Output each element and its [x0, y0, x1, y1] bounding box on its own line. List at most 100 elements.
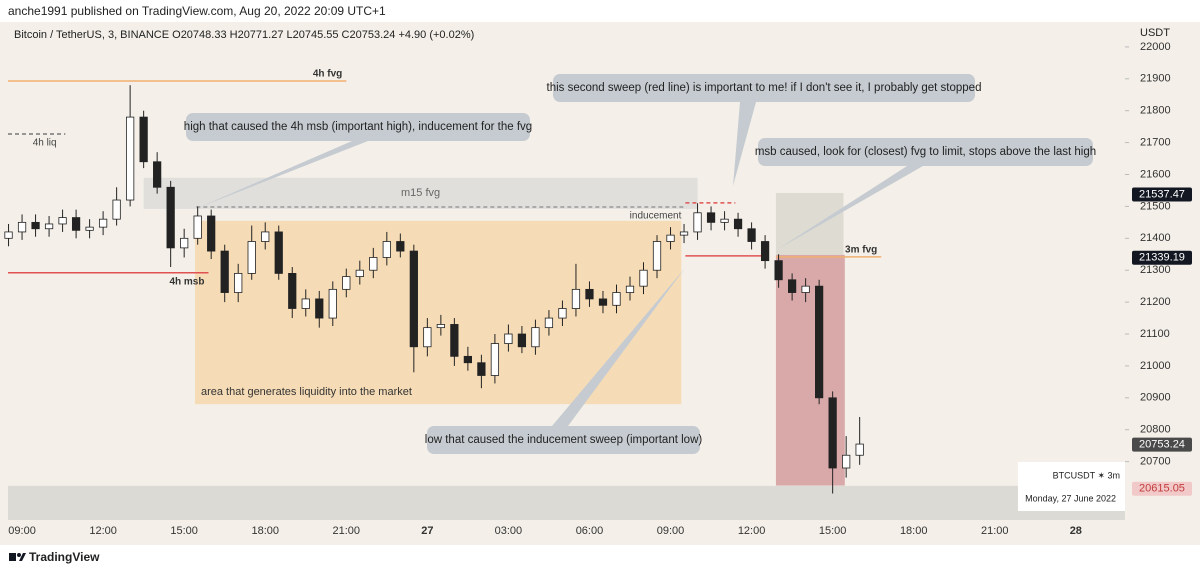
candle: [126, 85, 135, 207]
published-line: anche1991 published on TradingView.com, …: [8, 4, 386, 18]
brand-name: TradingView: [29, 550, 100, 564]
x-tick-label: 18:00: [251, 525, 279, 537]
price-label: 21537.47: [1139, 188, 1185, 200]
candle: [679, 223, 689, 244]
callout-box: [427, 426, 700, 454]
candle-body: [31, 221, 40, 230]
x-tick-label: 27: [421, 525, 433, 537]
candle-body: [679, 231, 689, 236]
candle: [71, 209, 81, 239]
y-tick-label: 20800: [1140, 424, 1171, 436]
candle: [207, 209, 216, 260]
candle-body: [301, 298, 310, 309]
candle: [815, 279, 824, 405]
y-tick-label: 21100: [1140, 328, 1170, 340]
candle-body: [153, 161, 162, 188]
callout-pointer: [778, 166, 923, 249]
candle-body: [531, 327, 540, 348]
price-label: 20753.24: [1139, 439, 1185, 451]
candle-body: [436, 324, 445, 329]
candle: [274, 225, 283, 280]
callout-text: low that caused the inducement sweep (im…: [425, 434, 703, 446]
candle-body: [180, 237, 189, 249]
candle: [180, 228, 189, 258]
candle: [693, 203, 702, 240]
y-tick-label: 21300: [1140, 264, 1171, 276]
price-label-box: [1132, 481, 1192, 496]
x-tick-label: 18:00: [900, 525, 928, 537]
candle: [288, 267, 297, 319]
info-box: [1018, 462, 1125, 511]
candle: [612, 284, 621, 314]
candle: [98, 211, 108, 236]
candle: [747, 222, 756, 250]
candle-body: [342, 276, 351, 290]
candle-body: [409, 250, 418, 348]
callout-pointer: [733, 102, 756, 186]
candle-body: [369, 257, 378, 271]
candle: [450, 318, 459, 366]
x-tick-label: 15:00: [170, 525, 198, 537]
callout-text: high that caused the 4h msb (important h…: [184, 121, 532, 133]
y-tick-label: 21700: [1140, 137, 1171, 149]
candle-body: [463, 355, 472, 364]
info-date: Monday, 27 June 2022: [1025, 493, 1116, 503]
candle: [342, 268, 351, 298]
zone-label: m15 fvg: [401, 187, 440, 199]
x-tick-label: 03:00: [495, 525, 523, 537]
candle-body: [139, 116, 148, 163]
candle: [112, 187, 121, 226]
candle-body: [126, 116, 135, 201]
candle: [44, 215, 54, 237]
candle-body: [274, 231, 283, 274]
candle: [234, 263, 243, 303]
candle-body: [17, 221, 27, 233]
candle-body: [842, 454, 851, 469]
candle-body: [85, 226, 94, 231]
candle-body: [855, 443, 864, 456]
candle-body: [571, 288, 581, 309]
candle: [369, 247, 378, 279]
y-tick-label: 20900: [1140, 392, 1171, 404]
candle-body: [166, 186, 175, 249]
candle: [193, 206, 202, 245]
y-tick-label: 21000: [1140, 360, 1171, 372]
candle-body: [71, 217, 81, 231]
candle-body: [760, 241, 770, 262]
price-label: 20615.05: [1139, 483, 1185, 495]
candle-body: [288, 273, 297, 309]
candle-body: [517, 333, 527, 348]
candle-body: [234, 273, 243, 293]
x-tick-label: 21:00: [333, 525, 361, 537]
candle: [409, 244, 418, 373]
candle: [652, 235, 662, 279]
candle: [801, 278, 810, 303]
candle-body: [706, 212, 716, 223]
level-label: inducement: [630, 211, 682, 222]
candle-body: [801, 285, 810, 293]
candle-body: [828, 397, 837, 469]
y-tick-label: 21500: [1140, 200, 1171, 212]
callout-text: this second sweep (red line) is importan…: [547, 82, 982, 94]
candle-body: [477, 362, 486, 376]
level-label: 4h msb: [169, 276, 204, 287]
header-bar: [0, 0, 1200, 22]
candle-body: [355, 269, 364, 277]
y-tick-label: 22000: [1140, 41, 1171, 53]
candle: [733, 212, 743, 237]
candle-body: [693, 212, 702, 233]
y-tick-label: 20700: [1140, 456, 1171, 468]
candle: [517, 326, 527, 354]
candle: [261, 222, 270, 250]
candle: [315, 290, 324, 328]
candle: [139, 110, 148, 169]
candle: [504, 324, 513, 352]
price-label-box: [1132, 187, 1192, 202]
candle: [490, 334, 500, 384]
x-tick-label: 28: [1070, 525, 1082, 537]
x-tick-label: 12:00: [738, 525, 766, 537]
candle: [571, 263, 581, 317]
candle: [585, 281, 594, 307]
candle: [153, 152, 162, 194]
